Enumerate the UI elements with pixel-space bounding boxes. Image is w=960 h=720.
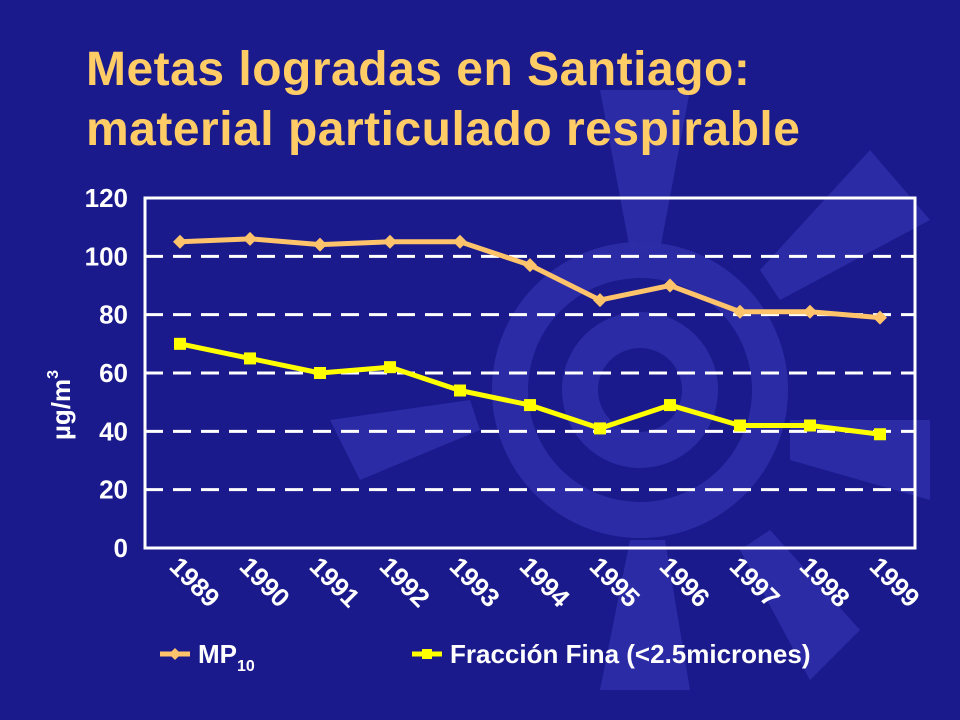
legend-marker <box>169 648 181 660</box>
x-tick-label: 1989 <box>164 551 226 613</box>
y-axis-label-main: µg/m <box>46 379 76 440</box>
data-point <box>873 310 887 325</box>
x-tick-label: 1998 <box>794 551 856 613</box>
data-point <box>384 361 396 374</box>
data-point <box>523 258 537 273</box>
data-point <box>874 428 886 441</box>
x-tick-label: 1999 <box>864 551 926 613</box>
y-tick-label: 0 <box>114 533 128 563</box>
data-point <box>804 419 816 432</box>
legend-marker <box>422 649 432 659</box>
data-point <box>524 399 536 412</box>
data-point <box>454 384 466 397</box>
x-tick-label: 1993 <box>444 551 506 613</box>
data-point <box>383 234 397 249</box>
legend-label: Fracción Fina (<2.5micrones) <box>450 639 811 669</box>
title-line-1: Metas logradas en Santiago: <box>86 43 751 96</box>
gridlines <box>145 254 915 492</box>
x-tick-label: 1990 <box>234 551 296 613</box>
legend: MP10 Fracción Fina (<2.5micrones) <box>160 639 811 675</box>
x-axis: 1989 1990 1991 1992 1993 1994 1995 1996 1997 1998… <box>164 551 926 613</box>
slide-title: Metas logradas en Santiago: material par… <box>86 40 946 160</box>
legend-item-1: MP10 <box>160 639 255 675</box>
y-axis-label: µg/m3 <box>45 370 76 440</box>
data-point <box>803 304 817 319</box>
x-tick-label: 1991 <box>304 551 366 613</box>
data-point <box>733 304 747 319</box>
x-tick-label: 1994 <box>514 551 576 613</box>
y-tick-label: 40 <box>99 416 128 446</box>
data-point <box>173 234 187 249</box>
data-point <box>734 419 746 432</box>
data-point <box>663 278 677 293</box>
x-tick-label: 1995 <box>584 551 646 613</box>
x-tick-label: 1996 <box>654 551 716 613</box>
y-axis-label-sup: 3 <box>45 370 62 379</box>
title-line-2: material particulado respirable <box>86 103 801 156</box>
data-point <box>174 337 186 350</box>
legend-label: MP10 <box>198 639 255 675</box>
data-point <box>453 234 467 249</box>
x-tick-label: 1992 <box>374 551 436 613</box>
data-point <box>244 352 256 365</box>
series-group <box>173 231 887 441</box>
data-point <box>594 422 606 435</box>
y-axis: 0 20 40 60 80 100 120 <box>85 183 128 563</box>
series-line-1 <box>179 236 881 321</box>
data-point <box>593 293 607 308</box>
series-line-2 <box>179 341 881 437</box>
data-point <box>314 367 326 379</box>
y-tick-label: 80 <box>99 300 128 330</box>
data-point <box>243 231 257 246</box>
y-tick-label: 20 <box>99 475 128 505</box>
y-tick-label: 120 <box>85 183 128 213</box>
legend-item-2: Fracción Fina (<2.5micrones) <box>412 639 811 669</box>
x-tick-label: 1997 <box>724 551 786 613</box>
y-tick-label: 60 <box>99 358 128 388</box>
data-point <box>313 237 327 252</box>
y-tick-label: 100 <box>85 241 128 271</box>
data-point <box>664 399 676 412</box>
